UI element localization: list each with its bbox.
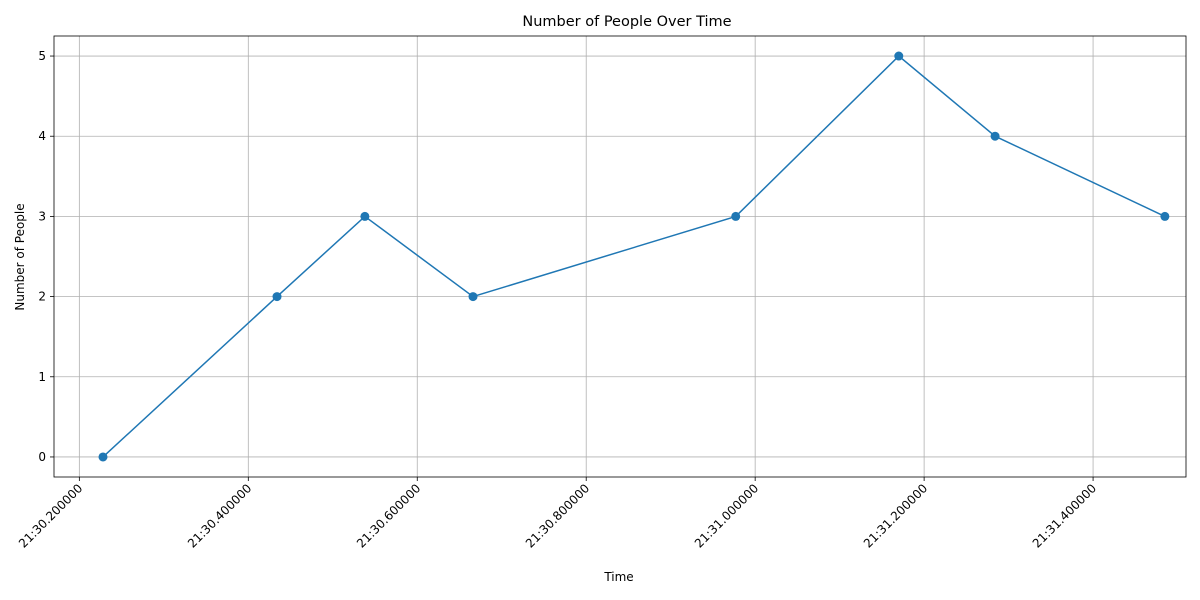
data-point-marker — [731, 211, 741, 221]
y-tick-label: 5 — [38, 49, 46, 63]
y-axis-ticks: 0 1 2 3 4 5 — [38, 49, 54, 464]
data-point-marker — [98, 452, 108, 462]
series-layer — [98, 51, 1170, 462]
data-point-marker — [360, 211, 370, 221]
y-axis-label: Number of People — [13, 203, 27, 310]
data-point-marker — [990, 131, 1000, 141]
y-tick-label: 3 — [38, 209, 46, 223]
data-point-marker — [1160, 211, 1170, 221]
y-tick-label: 0 — [38, 450, 46, 464]
data-point-marker — [272, 292, 282, 302]
x-axis-label: Time — [603, 570, 633, 584]
grid — [54, 36, 1186, 477]
plot-frame — [53, 35, 1187, 478]
series-line — [102, 55, 1166, 458]
data-point-marker — [468, 292, 478, 302]
chart-title: Number of People Over Time — [522, 14, 731, 30]
y-tick-label: 1 — [38, 370, 46, 384]
y-tick-label: 4 — [38, 129, 46, 143]
y-tick-label: 2 — [38, 290, 46, 304]
data-point-marker — [894, 51, 904, 61]
